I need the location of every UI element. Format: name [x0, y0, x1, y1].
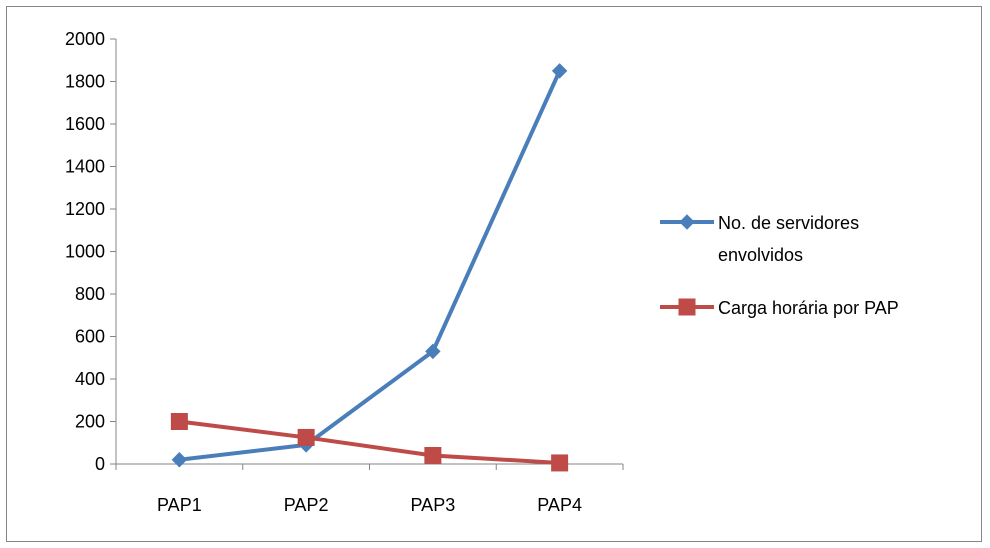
data-point	[170, 413, 188, 430]
y-tick-label: 1000	[65, 242, 105, 262]
series-servidores	[171, 63, 568, 468]
legend-item: No. de servidores envolvidos	[660, 213, 859, 265]
legend-label: No. de servidores	[718, 213, 859, 233]
data-point	[297, 428, 315, 446]
x-axis-ticks: PAP1 PAP2 PAP3 PAP4	[115, 464, 624, 515]
y-tick-label: 1400	[65, 157, 105, 177]
legend-marker	[679, 214, 695, 230]
data-point	[171, 452, 188, 468]
data-point	[424, 447, 442, 464]
data-point	[551, 454, 569, 472]
y-tick-label: 200	[75, 412, 105, 432]
series-line	[177, 68, 562, 462]
x-tick-label: PAP3	[411, 495, 456, 515]
x-tick-label: PAP1	[157, 495, 202, 515]
y-tick-label: 400	[75, 369, 105, 389]
y-tick-label: 1600	[65, 114, 105, 134]
y-axis-ticks: 0 200 400 600 800 1000 1200 1400 1600 1800 2000	[65, 29, 116, 474]
data-point	[425, 343, 441, 360]
legend-item: Carga horária por PAP	[660, 298, 899, 318]
y-tick-label: 0	[95, 454, 105, 474]
y-tick-label: 2000	[65, 29, 105, 49]
y-tick-label: 600	[75, 327, 105, 347]
series-line	[177, 419, 562, 465]
x-tick-label: PAP4	[537, 495, 582, 515]
series-carga-horaria	[170, 413, 569, 472]
legend: No. de servidores envolvidos Carga horária…	[660, 213, 899, 318]
chart-frame: 0 200 400 600 800 1000 1200 1400 1600 1800 2000 PA…	[6, 6, 982, 542]
line-chart: 0 200 400 600 800 1000 1200 1400 1600 1800 2000 PA…	[65, 29, 899, 515]
legend-label: Carga horária por PAP	[718, 298, 899, 318]
legend-marker	[678, 298, 696, 316]
legend-label: envolvidos	[718, 245, 803, 265]
series-layer	[170, 63, 569, 472]
y-tick-label: 1800	[65, 72, 105, 92]
y-tick-label: 1200	[65, 199, 105, 219]
x-tick-label: PAP2	[284, 495, 329, 515]
data-point	[551, 63, 568, 79]
y-tick-label: 800	[75, 284, 105, 304]
